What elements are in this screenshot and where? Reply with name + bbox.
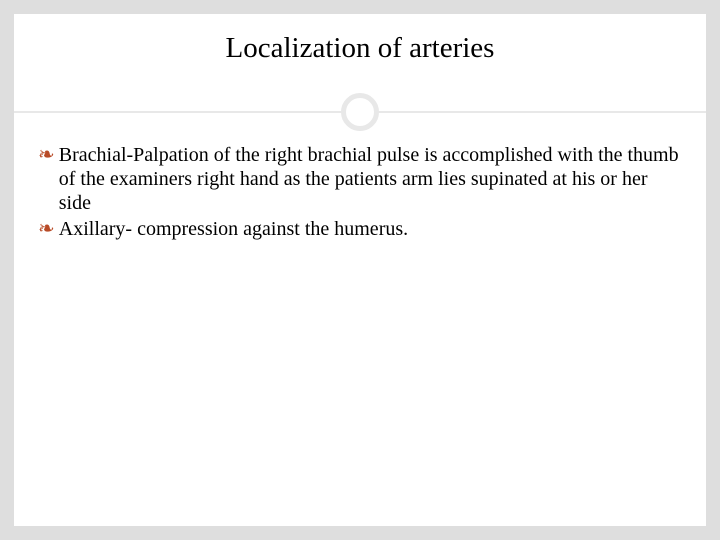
bullet-icon: ❧ [38, 143, 55, 167]
slide: Localization of arteries ❧ Brachial-Palp… [14, 14, 706, 526]
bullet-text: Brachial-Palpation of the right brachial… [59, 143, 682, 215]
content-area: ❧ Brachial-Palpation of the right brachi… [14, 133, 706, 241]
divider-circle-icon [341, 93, 379, 131]
bullet-item: ❧ Brachial-Palpation of the right brachi… [38, 143, 682, 215]
divider [14, 93, 706, 133]
bullet-text: Axillary- compression against the humeru… [59, 217, 408, 241]
title-area: Localization of arteries [14, 14, 706, 65]
bullet-icon: ❧ [38, 217, 55, 241]
bullet-item: ❧ Axillary- compression against the hume… [38, 217, 682, 241]
slide-title: Localization of arteries [14, 32, 706, 65]
